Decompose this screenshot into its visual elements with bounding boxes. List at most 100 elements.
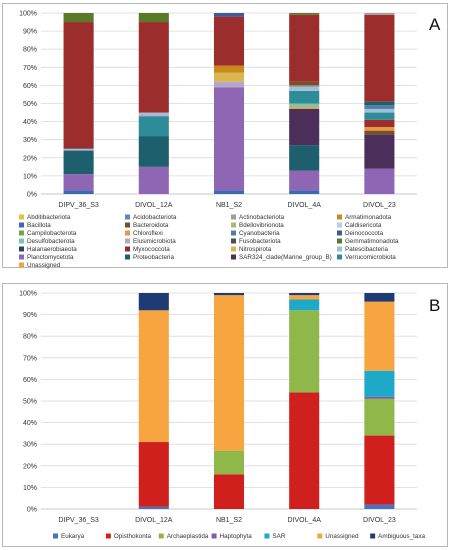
legend-swatch-gemmatimonadota [337,238,342,244]
legend-swatch-nitrospirota [231,246,236,252]
legend-swatch-elusimicrobiota [125,238,130,244]
legend-label-planctomycetota: Planctomycetota [27,254,74,261]
legend-swatch-verrucomicrobiota [337,254,342,260]
legend-label-myxococcota: Myxococcota [133,246,170,253]
x-category-label: DIVOL_4A [287,517,321,524]
bar-segment-divol-23-actinobacteriota [364,13,395,15]
legend-swatch-fusobacteriota [231,238,236,244]
legend-label-nitrospirota: Nitrospirota [239,246,272,253]
legend-label-ambiguous-taxa: Ambiguous_taxa [378,533,425,540]
bar-segment-divol-4a-sar [289,299,320,311]
legend-swatch-bacillota [19,222,24,228]
x-category-label: NB1_S2 [216,202,242,209]
y-tick-label: 20% [23,463,37,470]
chart-panel-a: 0% 10% 20% 30% 40% 50% 60% 70% 80% 90% 100% DIPV_36… [2,3,448,269]
y-tick-label: 70% [23,355,37,362]
legend-label-actinobacteriota: Actinobacteriota [239,214,285,221]
legend-swatch-deinococcota [337,230,342,236]
bar-segment-divol-23-haptophyta [364,396,395,399]
bar-segment-divol-23-myxococcota [364,14,395,102]
legend-swatch-actinobacteriota [231,214,236,220]
legend-swatch-bacteroidota [125,222,130,228]
chart-panel-b: 0% 10% 20% 30% 40% 50% 60% 70% 80% 90% 100% DIPV_36… [2,283,448,547]
legend-label-abditibacteriota: Abditibacteriota [27,214,71,221]
legend-label-desulfobacterota: Desulfobacterota [27,238,75,245]
legend-label-sar: SAR [272,533,285,540]
legend-swatch-myxococcota [125,246,130,252]
legend-label-fusobacteriota: Fusobacteriota [239,238,281,245]
bar-segment-divol-4a-desulfobacterota [289,103,320,108]
chart-b-svg: 0% 10% 20% 30% 40% 50% 60% 70% 80% 90% 100% DIPV_36… [19,291,440,541]
y-tick-label: 20% [23,155,37,162]
y-tick-label: 40% [23,119,37,126]
legend-label-unassigned: Unassigned [27,262,61,269]
bar-segment-divol-4a-sar324-clade-marine-group-b [289,108,320,146]
legend-label-sar324-clade-marine-group-b: SAR324_clade(Marine_group_B) [239,254,332,261]
bar-segment-divol-12a-proteobacteria [138,136,169,167]
bar-segment-divol-23-eukarya [364,504,395,509]
bar-segment-divol-23-unassigned [364,301,395,371]
bar-segment-divol-23-chloroflexi [364,127,395,131]
y-tick-label: 10% [23,173,37,180]
legend-label-acidobacteriota: Acidobacteriota [133,214,177,221]
x-category-label: DIVOL_4A [287,202,321,209]
legend-label-campilobacterota: Campilobacterota [27,230,77,237]
bar-segment-divol-12a-verrucomicrobiota [138,116,169,137]
legend-swatch-proteobacteria [125,254,130,260]
legend-label-unassigned: Unassigned [325,533,359,540]
y-tick-label: 80% [23,47,37,54]
y-tick-label: 30% [23,442,37,449]
bar-segment-divol-4a-planctomycetota [289,170,320,191]
bar-segment-nb1-s2-archaeplastida [213,450,245,475]
bar-segment-divol-23-opisthokonta [364,435,395,505]
legend-label-cyanobacteria: Cyanobacteria [239,230,280,237]
bar-segment-divol-23-proteobacteria [364,101,395,106]
bar-segment-divol-12a-unassigned [138,310,169,443]
bar-segment-divol-12a-opisthokonta [138,442,169,507]
legend-swatch-cyanobacteria [231,230,236,236]
legend-label-verrucomicrobiota: Verrucomicrobiota [345,254,396,261]
panel-label: B [429,296,440,315]
bar-segment-nb1-s2-myxococcota [213,16,245,66]
bar-segment-divol-23-patescibacteria [364,108,395,113]
bar-segment-nb1-s2-bacillota [213,190,245,194]
bar-segment-nb1-s2-armatimonadota [213,65,245,73]
bar-segment-divol-23-verrucomicrobiota [364,112,395,120]
y-tick-label: 50% [23,399,37,406]
legend-swatch-chloroflexi [125,230,130,236]
y-tick-label: 10% [23,485,37,492]
legend-swatch-bdellovibrionota [231,222,236,228]
bar-segment-divol-23-ambiguous-taxa [364,293,395,302]
y-tick-label: 60% [23,83,37,90]
bar-segment-divol-12a-ambiguous-taxa [138,293,169,311]
bar-segment-nb1-s2-unassigned [213,295,245,451]
y-tick-label: 60% [23,377,37,384]
legend-swatch-ambiguous-taxa [370,533,376,539]
legend-label-bacillota: Bacillota [27,222,51,229]
bar-segment-dipv-36-s3-bacillota [63,190,94,194]
x-category-label: DIVOL_12A [135,202,173,209]
legend-swatch-patescibacteria [337,246,342,252]
x-category-label: DIVOL_23 [363,202,396,209]
y-tick-label: 30% [23,137,37,144]
bar-segment-divol-12a-eukarya [138,506,169,509]
bar-segment-divol-4a-actinobacteriota [289,85,320,88]
legend-label-chloroflexi: Chloroflexi [133,230,163,237]
y-tick-label: 90% [23,312,37,319]
legend-label-gemmatimonadota: Gemmatimonadota [345,238,399,245]
bar-segment-divol-4a-gemmatimonadota [289,13,320,15]
legend-label-armatimonadota: Armatimonadota [345,214,392,221]
bar-segment-divol-4a-patescibacteria [289,87,320,91]
legend-swatch-unassigned [317,533,323,539]
bar-segment-divol-12a-planctomycetota [138,166,169,194]
y-tick-label: 100% [19,11,37,18]
y-tick-label: 80% [23,334,37,341]
legend-swatch-sar324-clade-marine-group-b [231,254,236,260]
bar-segment-divol-23-bacteroidota [364,130,395,135]
bar-segment-divol-12a-myxococcota [138,22,169,113]
legend-label-patescibacteria: Patescibacteria [345,246,389,253]
y-tick-label: 0% [27,192,37,199]
bar-segment-dipv-36-s3-planctomycetota [63,174,94,191]
legend-label-bdellovibrionota: Bdellovibrionota [239,222,284,229]
bar-segment-divol-23-myxococcota [364,119,395,128]
